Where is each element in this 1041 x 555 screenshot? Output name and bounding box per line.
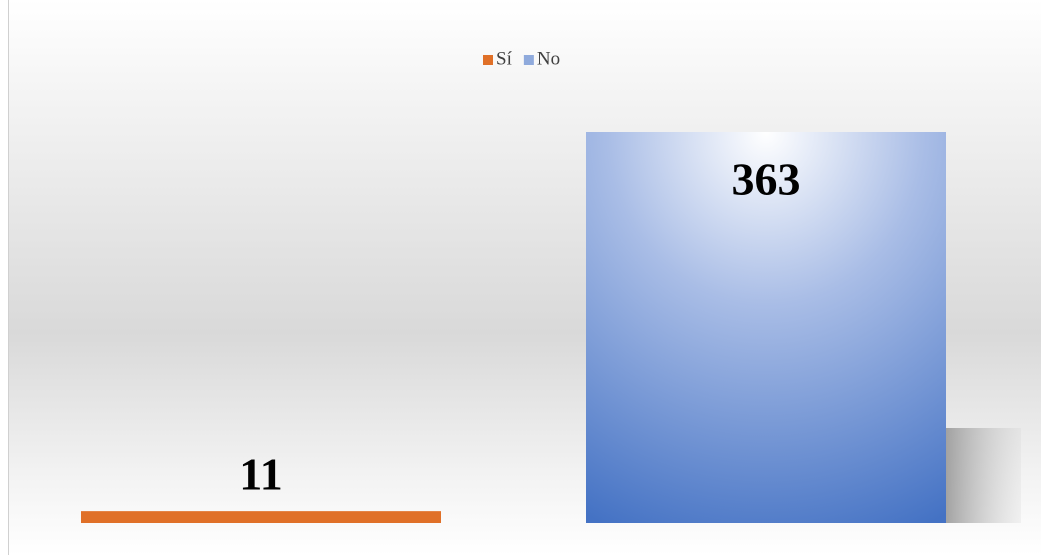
legend-swatch xyxy=(523,55,534,65)
legend-text: No xyxy=(537,48,560,69)
bar xyxy=(81,511,441,523)
value-label: 11 xyxy=(239,449,282,500)
legend: Sí No xyxy=(483,48,560,69)
bars: 11 363 xyxy=(81,132,1021,523)
bar xyxy=(586,132,946,523)
legend-text: Sí xyxy=(496,48,513,69)
bar-shadow xyxy=(946,428,1021,523)
legend-swatch xyxy=(483,55,493,65)
value-label: 363 xyxy=(732,154,801,205)
